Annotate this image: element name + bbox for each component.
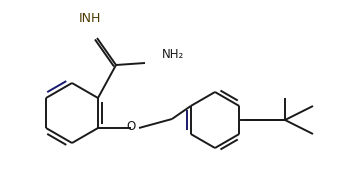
Text: O: O — [126, 121, 136, 133]
Text: INH: INH — [79, 12, 101, 25]
Text: NH₂: NH₂ — [162, 49, 184, 61]
